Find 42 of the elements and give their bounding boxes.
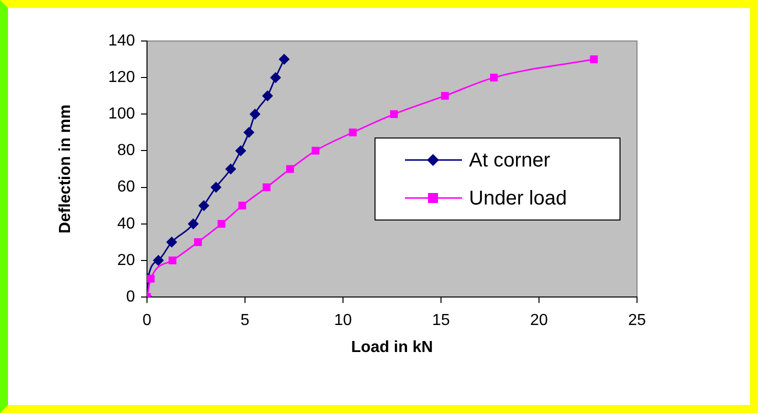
- y-tick-label: 120: [108, 68, 136, 86]
- y-tick-label: 0: [126, 288, 136, 306]
- point: [490, 74, 498, 82]
- point: [168, 256, 176, 264]
- point: [188, 218, 199, 230]
- y-tick-label: 40: [117, 215, 136, 232]
- point: [270, 72, 282, 84]
- point: [262, 183, 270, 192]
- legend-label: Under load: [469, 188, 567, 210]
- y-tick-label: 140: [108, 32, 136, 50]
- y-tick-label: 20: [117, 252, 136, 269]
- point: [210, 182, 222, 193]
- point: [218, 220, 226, 228]
- point: [278, 54, 290, 65]
- x-tick-label: 15: [432, 312, 450, 330]
- point: [390, 110, 398, 118]
- point: [198, 200, 210, 212]
- point: [238, 202, 246, 210]
- y-tick-label: 60: [117, 178, 136, 196]
- point: [243, 126, 254, 138]
- point: [441, 92, 449, 100]
- y-axis-title: Deflection in mm: [57, 104, 74, 234]
- point: [235, 145, 246, 156]
- point: [225, 164, 236, 174]
- point: [312, 146, 320, 155]
- point: [286, 165, 294, 173]
- x-tick-label: 0: [142, 312, 152, 330]
- point: [590, 55, 598, 64]
- legend-label: At corner: [469, 150, 550, 172]
- point: [152, 254, 164, 266]
- point: [166, 236, 178, 248]
- x-axis-title: Load in kN: [351, 338, 433, 356]
- x-tick-label: 5: [240, 312, 250, 330]
- point: [249, 108, 260, 120]
- y-tick-label: 100: [108, 106, 136, 123]
- point: [262, 90, 274, 102]
- point: [194, 238, 202, 246]
- x-tick-label: 10: [334, 312, 352, 330]
- x-tick-label: 20: [530, 312, 548, 330]
- x-tick-label: 25: [628, 312, 646, 330]
- y-tick-label: 80: [117, 142, 136, 160]
- point: [348, 128, 357, 136]
